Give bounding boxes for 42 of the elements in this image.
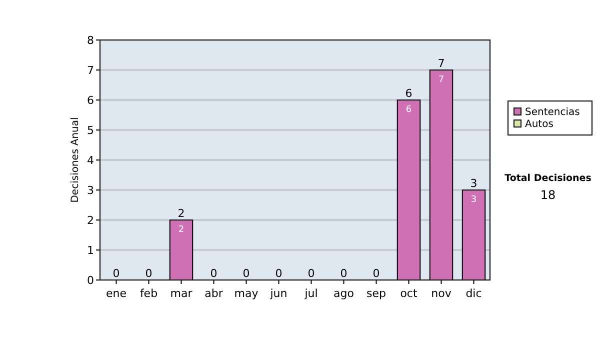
total-label: 0 xyxy=(372,267,380,280)
x-tick-label: ago xyxy=(334,287,354,300)
total-label: 0 xyxy=(340,267,348,280)
y-tick-label: 1 xyxy=(87,244,94,257)
x-tick-label: sep xyxy=(366,287,386,300)
y-tick-label: 2 xyxy=(87,214,94,227)
legend-label: Sentencias xyxy=(525,107,580,118)
total-label: 2 xyxy=(178,207,185,220)
x-tick-label: ene xyxy=(106,287,127,300)
y-tick-label: 3 xyxy=(87,184,94,197)
total-label: 0 xyxy=(308,267,315,280)
x-tick-label: dic xyxy=(466,287,482,300)
total-label: 7 xyxy=(438,57,445,70)
total-label: 0 xyxy=(210,267,218,280)
data-label: 3 xyxy=(470,195,477,205)
legend-label: Autos xyxy=(525,119,554,130)
total-label: 0 xyxy=(145,267,152,280)
total-label: 6 xyxy=(405,87,412,100)
x-tick-label: may xyxy=(234,287,259,300)
data-label: 2 xyxy=(178,225,184,235)
total-label: 3 xyxy=(470,177,478,190)
y-tick-label: 0 xyxy=(87,274,94,287)
x-tick-label: feb xyxy=(140,287,158,300)
x-tick-label: jun xyxy=(269,287,288,300)
y-tick-label: 8 xyxy=(87,34,94,47)
data-label: 6 xyxy=(406,105,412,115)
x-tick-label: jul xyxy=(304,287,318,300)
y-axis-title: Decisiones Anual xyxy=(70,117,81,203)
y-tick-label: 6 xyxy=(87,94,94,107)
text: 18 xyxy=(540,188,556,202)
data-label: 7 xyxy=(438,75,444,85)
total-label: 0 xyxy=(275,267,282,280)
y-tick-label: 5 xyxy=(87,124,94,137)
x-tick-label: abr xyxy=(204,287,224,300)
x-tick-label: nov xyxy=(431,287,452,300)
x-tick-label: oct xyxy=(400,287,418,300)
x-tick-label: mar xyxy=(170,287,193,300)
text: Total Decisiones xyxy=(504,173,592,184)
total-label: 0 xyxy=(112,267,120,280)
total-label: 0 xyxy=(242,267,250,280)
y-tick-label: 4 xyxy=(87,154,94,167)
y-tick-label: 7 xyxy=(87,64,94,77)
